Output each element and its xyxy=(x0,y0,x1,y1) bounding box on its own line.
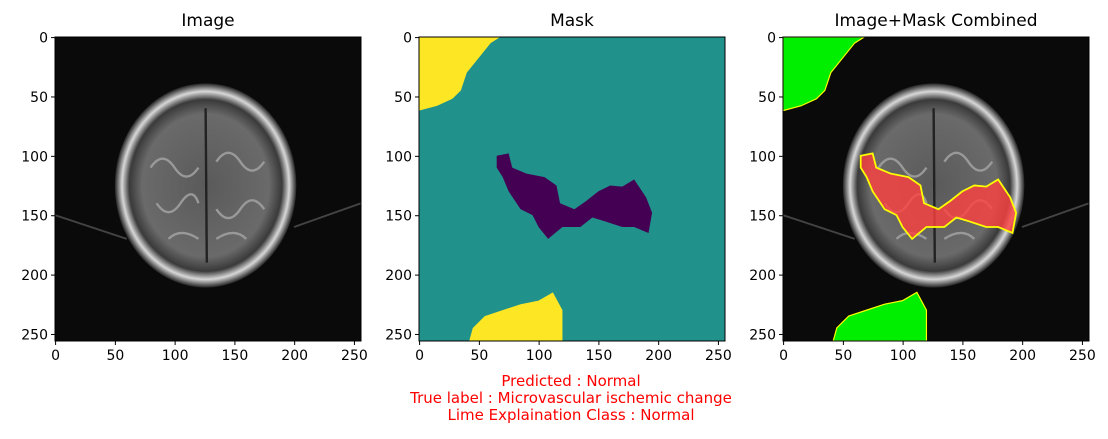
y-tick-label: 0 xyxy=(39,31,48,47)
y-tick-label: 50 xyxy=(758,90,776,106)
x-tick-label: 50 xyxy=(470,348,488,364)
y-tick-label: 100 xyxy=(749,149,776,165)
y-tick-label: 50 xyxy=(30,90,48,106)
y-tick-label: 250 xyxy=(749,327,776,343)
x-tick-label: 150 xyxy=(586,348,613,364)
y-tick-label: 50 xyxy=(394,90,412,106)
y-tick-label: 250 xyxy=(385,327,412,343)
axes-title: Image xyxy=(181,11,234,31)
caption-line: True label : Microvascular ischemic chan… xyxy=(409,389,732,407)
x-tick-label: 150 xyxy=(222,348,249,364)
y-tick-label: 0 xyxy=(767,31,776,47)
y-tick-label: 150 xyxy=(385,209,412,225)
y-tick-label: 150 xyxy=(749,209,776,225)
caption-line: Lime Explaination Class : Normal xyxy=(447,406,694,424)
caption-line: Predicted : Normal xyxy=(501,372,640,390)
mri-image xyxy=(55,37,361,341)
axes-title: Image+Mask Combined xyxy=(834,11,1037,31)
y-tick-label: 200 xyxy=(385,268,412,284)
x-tick-label: 100 xyxy=(162,348,189,364)
y-tick-label: 0 xyxy=(403,31,412,47)
y-tick-label: 200 xyxy=(749,268,776,284)
x-tick-label: 250 xyxy=(1069,348,1096,364)
x-tick-label: 250 xyxy=(705,348,732,364)
x-tick-label: 200 xyxy=(645,348,672,364)
y-tick-label: 100 xyxy=(21,149,48,165)
x-tick-label: 50 xyxy=(106,348,124,364)
x-tick-label: 0 xyxy=(779,348,788,364)
x-tick-label: 250 xyxy=(341,348,368,364)
axes-frame xyxy=(418,36,726,342)
x-tick-label: 0 xyxy=(415,348,424,364)
axes-title: Mask xyxy=(550,11,594,31)
x-tick-label: 0 xyxy=(51,348,60,364)
y-tick-label: 200 xyxy=(21,268,48,284)
x-tick-label: 200 xyxy=(1009,348,1036,364)
y-tick-label: 100 xyxy=(385,149,412,165)
x-tick-label: 150 xyxy=(950,348,977,364)
x-tick-label: 100 xyxy=(526,348,553,364)
x-tick-label: 100 xyxy=(890,348,917,364)
x-tick-label: 200 xyxy=(281,348,308,364)
axes-frame xyxy=(54,36,362,342)
mask-image xyxy=(419,37,725,341)
y-tick-label: 150 xyxy=(21,209,48,225)
combined-image xyxy=(783,37,1089,341)
axes-frame xyxy=(782,36,1090,342)
x-tick-label: 50 xyxy=(834,348,852,364)
y-tick-label: 250 xyxy=(21,327,48,343)
